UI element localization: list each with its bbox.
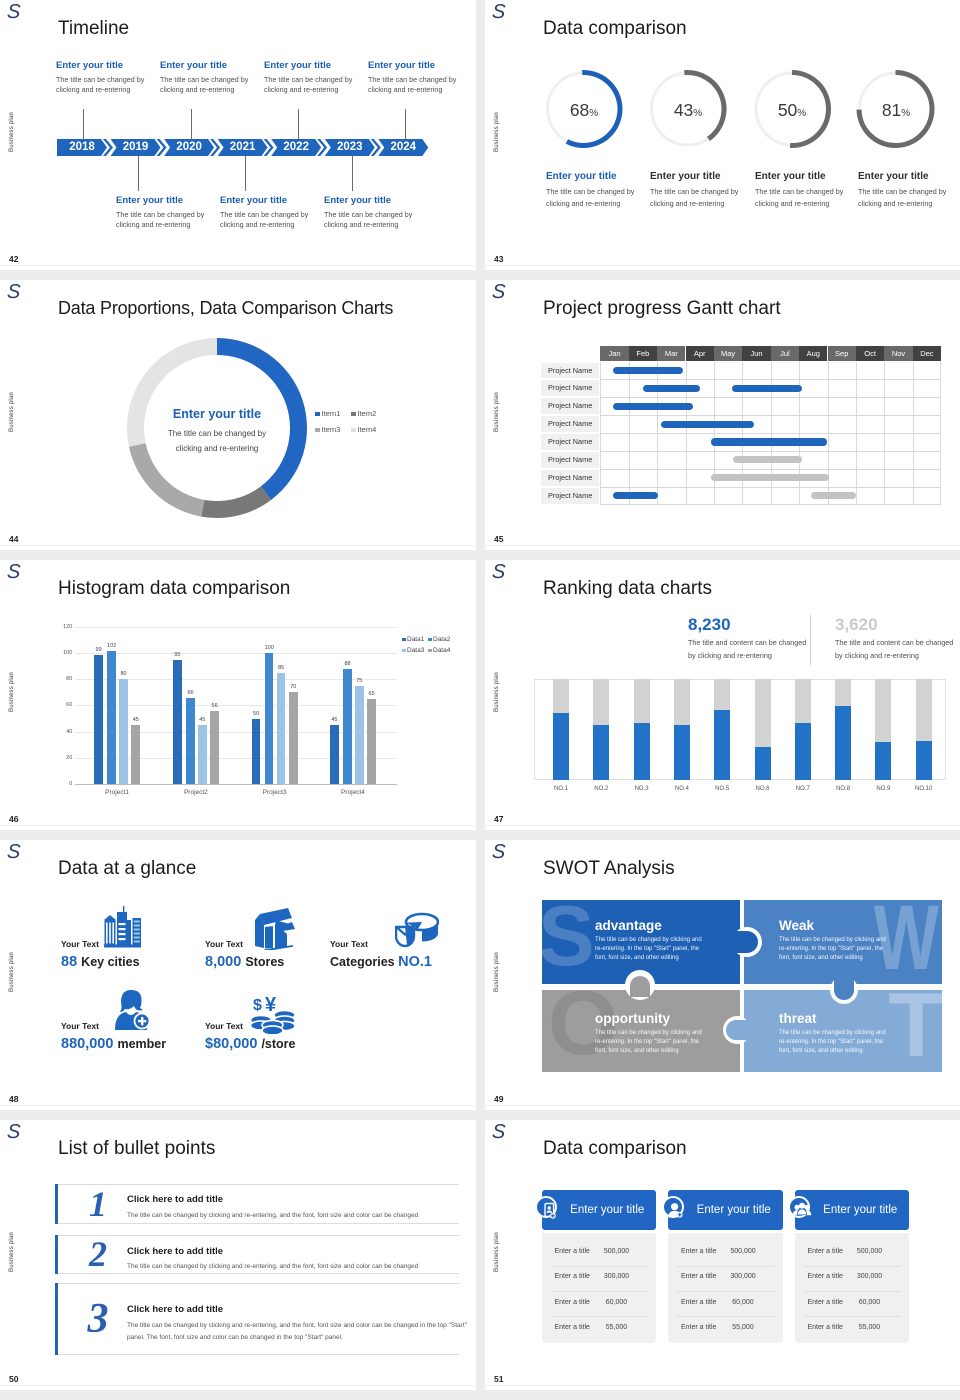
svg-text:$: $ — [253, 997, 262, 1014]
svg-text:¥: ¥ — [265, 994, 277, 1016]
